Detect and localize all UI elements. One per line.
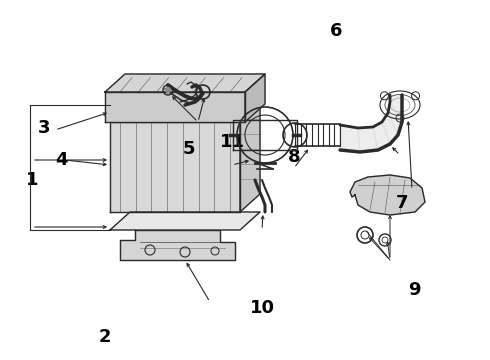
- Polygon shape: [245, 74, 265, 122]
- Polygon shape: [110, 212, 260, 230]
- Polygon shape: [358, 127, 378, 152]
- Text: 3: 3: [38, 119, 50, 137]
- Polygon shape: [373, 122, 390, 150]
- Circle shape: [166, 87, 171, 93]
- Text: 2: 2: [99, 328, 112, 346]
- Polygon shape: [382, 113, 398, 144]
- Polygon shape: [120, 230, 235, 260]
- Polygon shape: [388, 102, 402, 135]
- Text: 4: 4: [55, 151, 68, 169]
- Text: 6: 6: [329, 22, 342, 40]
- Text: 1: 1: [25, 171, 38, 189]
- Polygon shape: [350, 175, 425, 215]
- Polygon shape: [105, 92, 245, 122]
- Text: 5: 5: [182, 140, 195, 158]
- Polygon shape: [240, 104, 260, 212]
- Text: 9: 9: [408, 281, 420, 299]
- Polygon shape: [105, 74, 265, 92]
- Text: 7: 7: [395, 194, 408, 212]
- Text: 10: 10: [249, 299, 275, 317]
- Polygon shape: [110, 122, 240, 212]
- Polygon shape: [340, 125, 360, 152]
- Text: 8: 8: [288, 148, 300, 166]
- Polygon shape: [390, 95, 402, 122]
- Text: 11: 11: [220, 133, 245, 151]
